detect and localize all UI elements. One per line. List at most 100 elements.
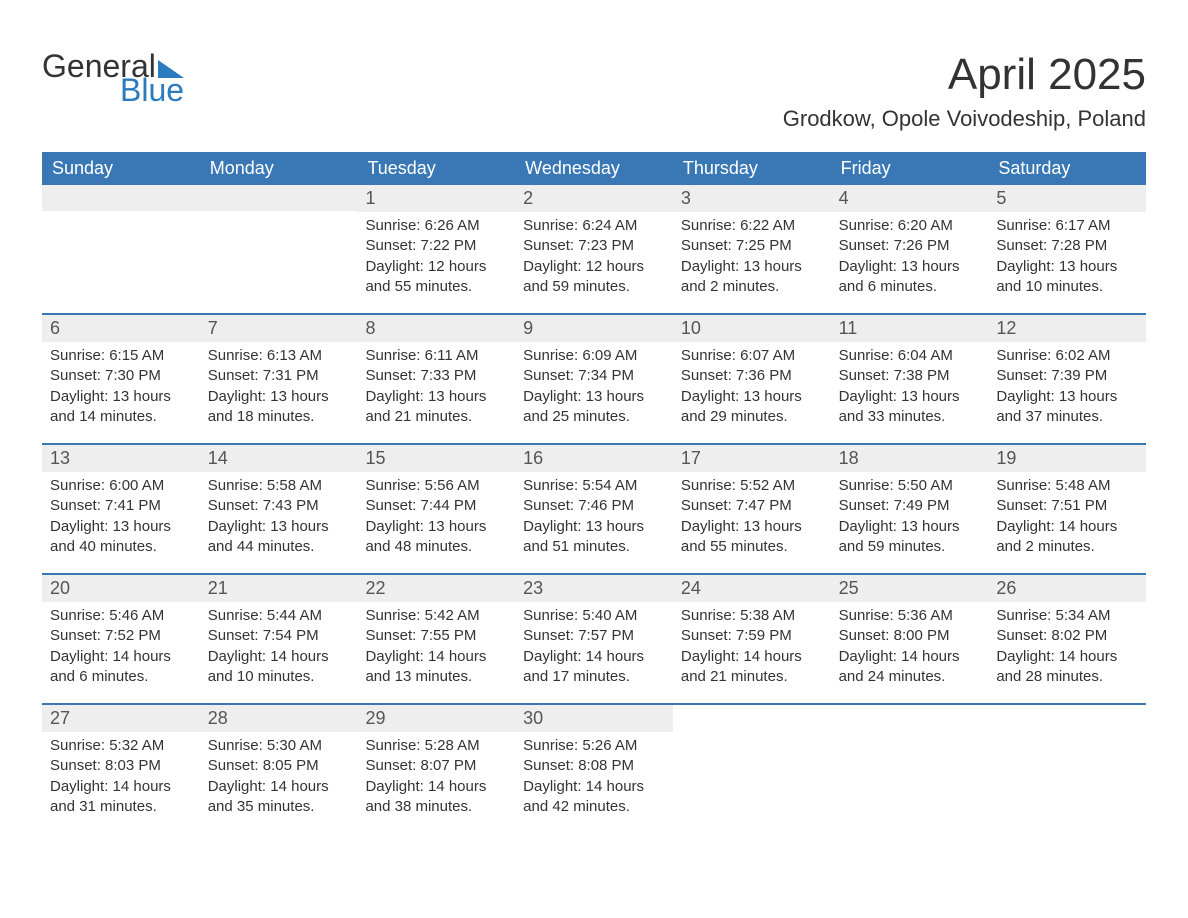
weeks-container: 1Sunrise: 6:26 AMSunset: 7:22 PMDaylight… (42, 185, 1146, 833)
day-header-row: Sunday Monday Tuesday Wednesday Thursday… (42, 152, 1146, 185)
daylight-text: Daylight: 13 hours and 44 minutes. (208, 517, 350, 558)
daylight-text: Daylight: 13 hours and 29 minutes. (681, 387, 823, 428)
sunrise-text: Sunrise: 5:50 AM (839, 476, 981, 496)
day-body: Sunrise: 6:09 AMSunset: 7:34 PMDaylight:… (515, 342, 673, 431)
day-number: 25 (831, 575, 989, 602)
week-row: 1Sunrise: 6:26 AMSunset: 7:22 PMDaylight… (42, 185, 1146, 313)
daylight-text: Daylight: 14 hours and 21 minutes. (681, 647, 823, 688)
day-body: Sunrise: 5:28 AMSunset: 8:07 PMDaylight:… (357, 732, 515, 821)
day-number: 24 (673, 575, 831, 602)
day-header-monday: Monday (200, 152, 358, 185)
day-body: Sunrise: 5:54 AMSunset: 7:46 PMDaylight:… (515, 472, 673, 561)
day-cell: 27Sunrise: 5:32 AMSunset: 8:03 PMDayligh… (42, 705, 200, 833)
day-cell: 20Sunrise: 5:46 AMSunset: 7:52 PMDayligh… (42, 575, 200, 703)
sunset-text: Sunset: 7:25 PM (681, 236, 823, 256)
sunset-text: Sunset: 8:05 PM (208, 756, 350, 776)
sunrise-text: Sunrise: 5:28 AM (365, 736, 507, 756)
day-body: Sunrise: 6:26 AMSunset: 7:22 PMDaylight:… (357, 212, 515, 301)
day-number: 7 (200, 315, 358, 342)
day-body: Sunrise: 5:42 AMSunset: 7:55 PMDaylight:… (357, 602, 515, 691)
day-cell: 18Sunrise: 5:50 AMSunset: 7:49 PMDayligh… (831, 445, 989, 573)
day-body: Sunrise: 6:13 AMSunset: 7:31 PMDaylight:… (200, 342, 358, 431)
day-number: 3 (673, 185, 831, 212)
daylight-text: Daylight: 14 hours and 28 minutes. (996, 647, 1138, 688)
daylight-text: Daylight: 13 hours and 40 minutes. (50, 517, 192, 558)
day-body: Sunrise: 5:56 AMSunset: 7:44 PMDaylight:… (357, 472, 515, 561)
day-body: Sunrise: 5:46 AMSunset: 7:52 PMDaylight:… (42, 602, 200, 691)
logo: General Blue (42, 50, 184, 106)
week-row: 6Sunrise: 6:15 AMSunset: 7:30 PMDaylight… (42, 313, 1146, 443)
day-number (988, 705, 1146, 731)
sunrise-text: Sunrise: 6:00 AM (50, 476, 192, 496)
daylight-text: Daylight: 14 hours and 24 minutes. (839, 647, 981, 688)
day-cell: 25Sunrise: 5:36 AMSunset: 8:00 PMDayligh… (831, 575, 989, 703)
daylight-text: Daylight: 13 hours and 25 minutes. (523, 387, 665, 428)
day-body: Sunrise: 6:07 AMSunset: 7:36 PMDaylight:… (673, 342, 831, 431)
sunset-text: Sunset: 7:39 PM (996, 366, 1138, 386)
day-number: 28 (200, 705, 358, 732)
day-number: 29 (357, 705, 515, 732)
day-body: Sunrise: 5:50 AMSunset: 7:49 PMDaylight:… (831, 472, 989, 561)
sunrise-text: Sunrise: 5:44 AM (208, 606, 350, 626)
page-header: General Blue April 2025 Grodkow, Opole V… (42, 50, 1146, 132)
sunrise-text: Sunrise: 6:15 AM (50, 346, 192, 366)
daylight-text: Daylight: 13 hours and 37 minutes. (996, 387, 1138, 428)
daylight-text: Daylight: 13 hours and 10 minutes. (996, 257, 1138, 298)
sunset-text: Sunset: 7:43 PM (208, 496, 350, 516)
day-cell: 8Sunrise: 6:11 AMSunset: 7:33 PMDaylight… (357, 315, 515, 443)
sunrise-text: Sunrise: 5:38 AM (681, 606, 823, 626)
title-block: April 2025 Grodkow, Opole Voivodeship, P… (783, 50, 1146, 132)
day-body: Sunrise: 5:36 AMSunset: 8:00 PMDaylight:… (831, 602, 989, 691)
day-body: Sunrise: 5:32 AMSunset: 8:03 PMDaylight:… (42, 732, 200, 821)
day-cell: 7Sunrise: 6:13 AMSunset: 7:31 PMDaylight… (200, 315, 358, 443)
daylight-text: Daylight: 14 hours and 31 minutes. (50, 777, 192, 818)
daylight-text: Daylight: 13 hours and 48 minutes. (365, 517, 507, 558)
day-body: Sunrise: 6:04 AMSunset: 7:38 PMDaylight:… (831, 342, 989, 431)
sunrise-text: Sunrise: 5:46 AM (50, 606, 192, 626)
day-body: Sunrise: 6:17 AMSunset: 7:28 PMDaylight:… (988, 212, 1146, 301)
sunset-text: Sunset: 7:34 PM (523, 366, 665, 386)
sunrise-text: Sunrise: 5:36 AM (839, 606, 981, 626)
day-number: 16 (515, 445, 673, 472)
daylight-text: Daylight: 13 hours and 59 minutes. (839, 517, 981, 558)
sunset-text: Sunset: 7:30 PM (50, 366, 192, 386)
sunrise-text: Sunrise: 5:56 AM (365, 476, 507, 496)
day-body: Sunrise: 5:48 AMSunset: 7:51 PMDaylight:… (988, 472, 1146, 561)
sunset-text: Sunset: 7:52 PM (50, 626, 192, 646)
sunrise-text: Sunrise: 5:40 AM (523, 606, 665, 626)
sunset-text: Sunset: 7:51 PM (996, 496, 1138, 516)
day-body: Sunrise: 5:44 AMSunset: 7:54 PMDaylight:… (200, 602, 358, 691)
day-number: 10 (673, 315, 831, 342)
day-number: 15 (357, 445, 515, 472)
day-number: 21 (200, 575, 358, 602)
sunrise-text: Sunrise: 6:20 AM (839, 216, 981, 236)
day-cell: 4Sunrise: 6:20 AMSunset: 7:26 PMDaylight… (831, 185, 989, 313)
day-cell: 9Sunrise: 6:09 AMSunset: 7:34 PMDaylight… (515, 315, 673, 443)
day-number: 20 (42, 575, 200, 602)
day-cell: 16Sunrise: 5:54 AMSunset: 7:46 PMDayligh… (515, 445, 673, 573)
sunrise-text: Sunrise: 6:24 AM (523, 216, 665, 236)
day-number: 18 (831, 445, 989, 472)
day-body: Sunrise: 5:38 AMSunset: 7:59 PMDaylight:… (673, 602, 831, 691)
day-number: 8 (357, 315, 515, 342)
day-number: 26 (988, 575, 1146, 602)
sunrise-text: Sunrise: 5:48 AM (996, 476, 1138, 496)
sunset-text: Sunset: 7:28 PM (996, 236, 1138, 256)
day-header-tuesday: Tuesday (357, 152, 515, 185)
sunset-text: Sunset: 7:23 PM (523, 236, 665, 256)
daylight-text: Daylight: 13 hours and 2 minutes. (681, 257, 823, 298)
day-cell: 10Sunrise: 6:07 AMSunset: 7:36 PMDayligh… (673, 315, 831, 443)
day-body: Sunrise: 5:52 AMSunset: 7:47 PMDaylight:… (673, 472, 831, 561)
day-number: 11 (831, 315, 989, 342)
day-number (673, 705, 831, 731)
sunrise-text: Sunrise: 5:52 AM (681, 476, 823, 496)
daylight-text: Daylight: 14 hours and 6 minutes. (50, 647, 192, 688)
daylight-text: Daylight: 13 hours and 14 minutes. (50, 387, 192, 428)
sunset-text: Sunset: 7:44 PM (365, 496, 507, 516)
sunset-text: Sunset: 7:41 PM (50, 496, 192, 516)
day-cell (988, 705, 1146, 833)
daylight-text: Daylight: 13 hours and 51 minutes. (523, 517, 665, 558)
sunset-text: Sunset: 7:49 PM (839, 496, 981, 516)
sunrise-text: Sunrise: 6:09 AM (523, 346, 665, 366)
sunset-text: Sunset: 7:54 PM (208, 626, 350, 646)
